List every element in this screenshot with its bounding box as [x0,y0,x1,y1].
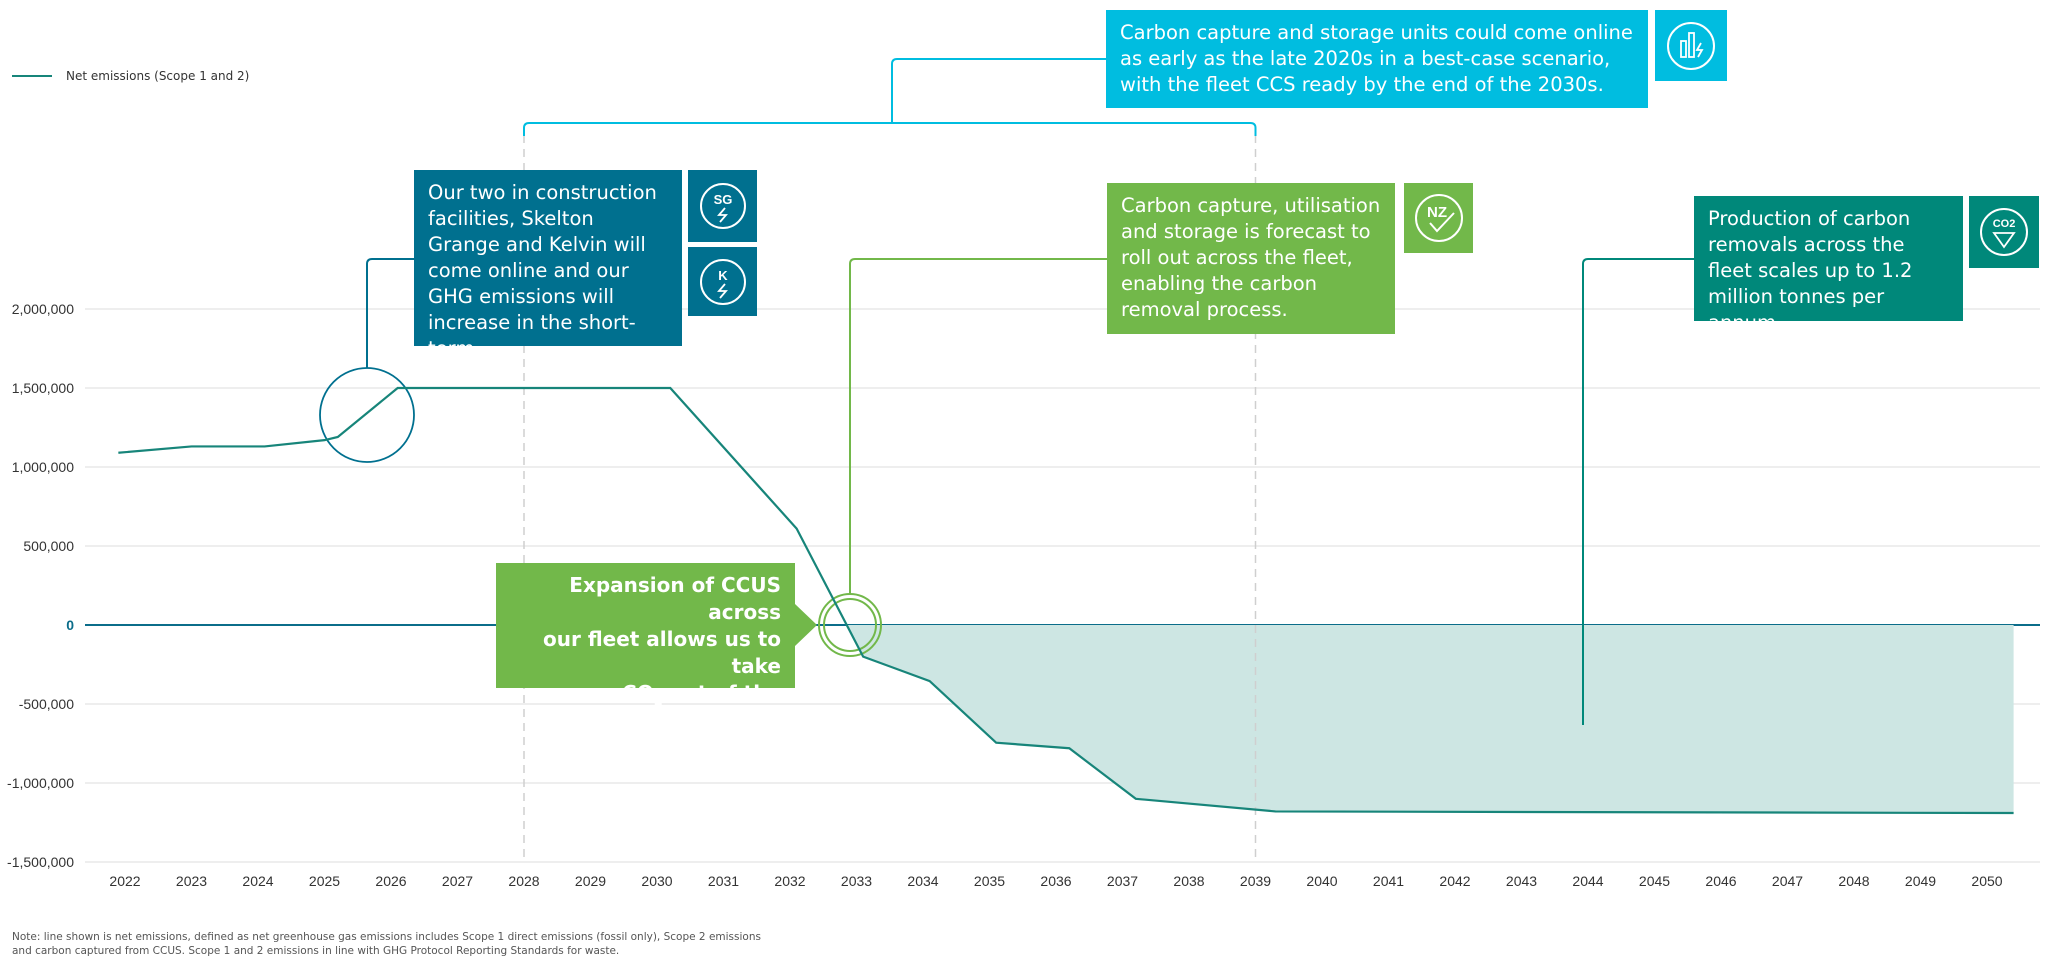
net-emissions-line [118,386,2014,815]
k-lightning-icon: K [688,247,757,316]
ccs-period-bracket [523,122,1257,136]
expansion-line-1: Expansion of CCUS across [569,573,781,624]
expansion-line-4: atmosphere than we emit. [548,716,781,767]
ccs-unit-icon [1655,10,1727,81]
legend: Net emissions (Scope 1 and 2) [12,69,249,83]
x-tick-label: 2037 [1107,873,1138,889]
x-tick-label: 2023 [176,873,207,889]
x-tick-label: 2035 [974,873,1005,889]
x-tick-label: 2038 [1173,873,1204,889]
co2-removal-icon: CO2 [1969,196,2039,268]
ccus-rollout-callout-text: Carbon capture, utilisation and storage … [1121,194,1381,321]
sg-lightning-icon: SG [688,170,757,242]
expansion-line-2: our fleet allows us to take [543,627,781,678]
x-tick-label: 2039 [1240,873,1271,889]
x-tick-label: 2043 [1506,873,1537,889]
x-tick-label: 2024 [242,873,273,889]
ccs-callout-connector [891,58,1106,123]
x-tick-label: 2036 [1040,873,1071,889]
svg-text:SG: SG [713,192,732,207]
construction-callout-text: Our two in construction facilities, Skel… [428,181,657,360]
ccs-online-callout: Carbon capture and storage units could c… [1106,10,1648,108]
x-tick-label: 2048 [1838,873,1869,889]
removals-callout-connector [1582,258,1694,725]
y-tick-label: 500,000 [23,538,74,554]
x-tick-label: 2046 [1705,873,1736,889]
x-tick-label: 2022 [109,873,140,889]
x-tick-label: 2041 [1373,873,1404,889]
ccus-rollout-callout: Carbon capture, utilisation and storage … [1107,183,1395,334]
x-tick-label: 2050 [1971,873,2002,889]
expansion-callout: Expansion of CCUS across our fleet allow… [496,563,795,767]
x-tick-label: 2049 [1905,873,1936,889]
crossover-highlight-ring [818,593,882,657]
x-tick-label: 2047 [1772,873,1803,889]
construction-callout: Our two in construction facilities, Skel… [414,170,682,360]
x-tick-label: 2026 [375,873,406,889]
x-tick-label: 2027 [442,873,473,889]
carbon-removal-area [846,625,2014,814]
legend-label: Net emissions (Scope 1 and 2) [66,69,250,83]
y-tick-label: 0 [66,617,74,633]
x-tick-label: 2034 [907,873,938,889]
removals-callout-text: Production of carbon removals across the… [1708,207,1913,334]
y-tick-label: -1,500,000 [7,854,74,870]
ccus-callout-connector [849,258,1107,594]
net-zero-check-icon: NZ [1404,183,1473,253]
x-tick-label: 2042 [1439,873,1470,889]
y-tick-label: 2,000,000 [12,301,74,317]
legend-swatch [12,75,52,77]
y-tick-label: -500,000 [19,696,74,712]
svg-text:K: K [718,268,728,283]
y-axis-labels: 2,000,000 1,500,000 1,000,000 500,000 0 -500,… [7,301,74,870]
annotation-connectors [319,58,1694,862]
expansion-line-3: more CO2 out of the [557,681,781,709]
expansion-pointer [795,604,817,646]
x-tick-label: 2045 [1639,873,1670,889]
footnote: Note: line shown is net emissions, defin… [12,931,761,957]
ccs-online-callout-text: Carbon capture and storage units could c… [1120,21,1633,96]
x-tick-label: 2031 [708,873,739,889]
removals-callout: Production of carbon removals across the… [1694,196,1963,334]
x-tick-label: 2025 [309,873,340,889]
construction-highlight-circle [319,367,415,463]
x-axis-labels: 2022 2023 2024 2025 2026 2027 2028 2029 2030 2031… [109,873,2002,889]
crossover-highlight-ring-inner [823,598,877,652]
x-tick-label: 2040 [1306,873,1337,889]
x-tick-label: 2028 [508,873,539,889]
svg-text:NZ: NZ [1427,204,1447,221]
x-tick-label: 2029 [575,873,606,889]
svg-text:CO2: CO2 [1993,218,2016,230]
x-tick-label: 2033 [841,873,872,889]
x-tick-label: 2032 [774,873,805,889]
y-tick-label: 1,000,000 [12,459,74,475]
x-tick-label: 2044 [1572,873,1603,889]
y-tick-label: 1,500,000 [12,380,74,396]
construction-callout-connector [366,258,414,368]
y-tick-label: -1,000,000 [7,775,74,791]
x-tick-label: 2030 [641,873,672,889]
